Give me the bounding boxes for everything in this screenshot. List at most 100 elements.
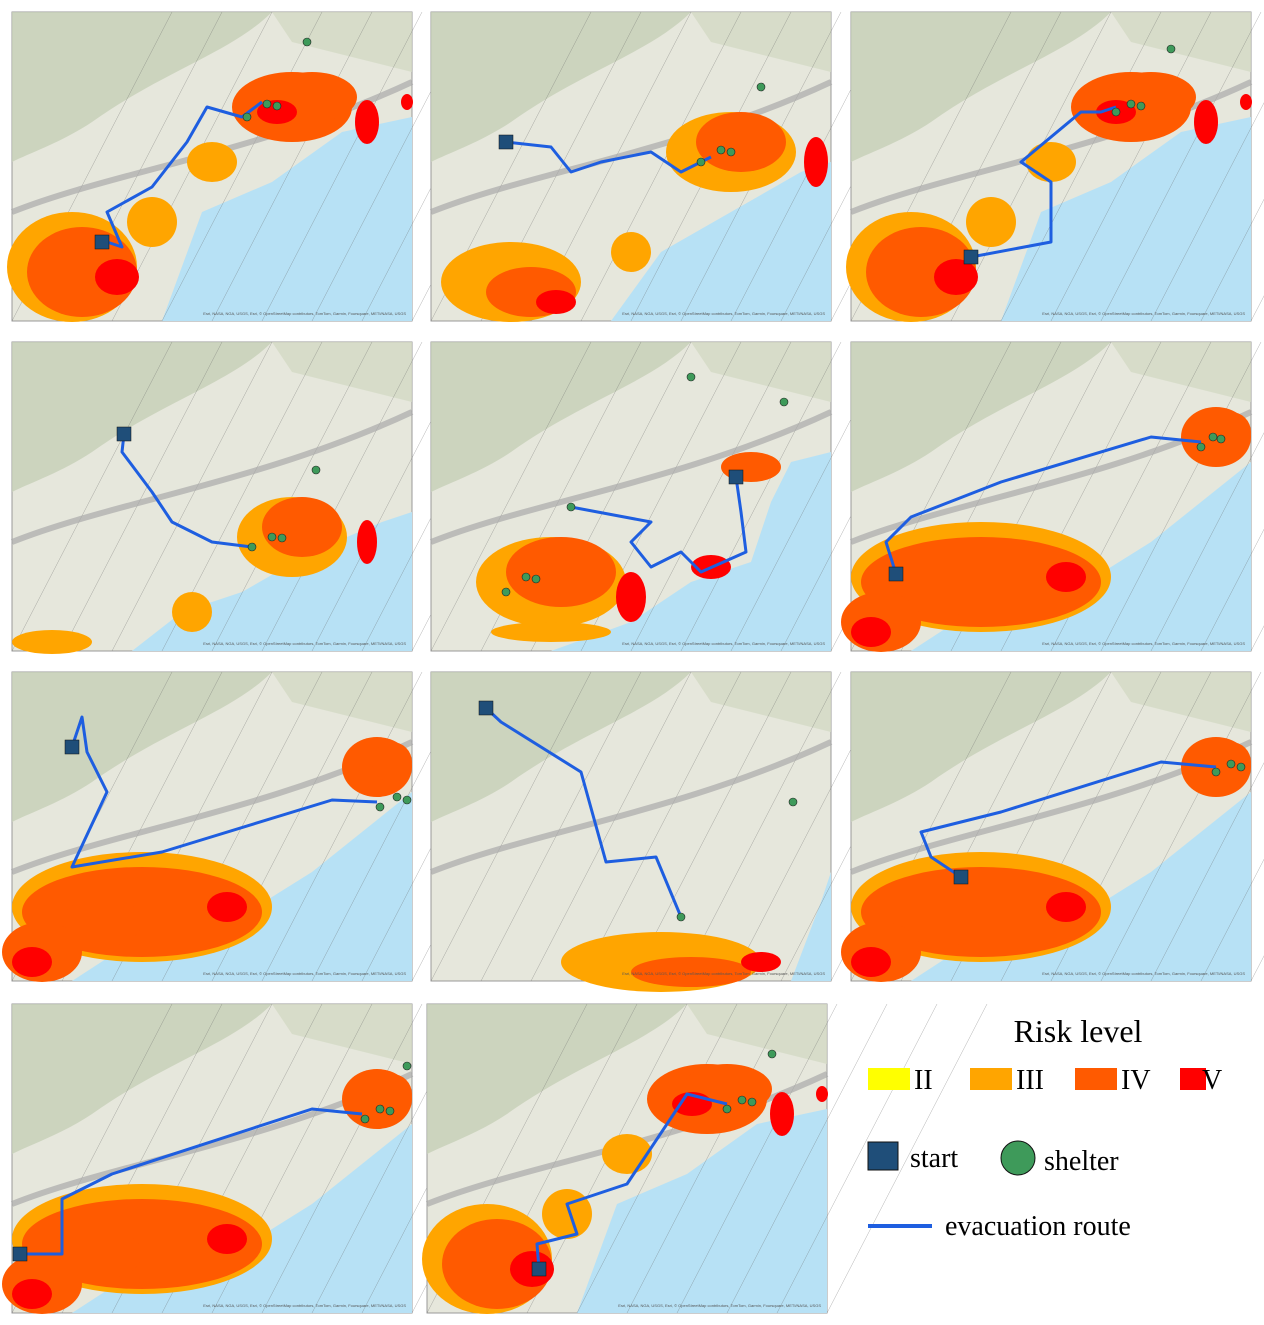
- shelter: [392, 792, 402, 802]
- map-panel: Esri, NASA, NGA, USGS, Esri, © OpenStree…: [7, 11, 573, 322]
- hills: [851, 12, 1111, 162]
- hills: [851, 672, 1111, 822]
- risk-zone: [127, 197, 177, 247]
- shelter: [566, 502, 576, 512]
- shelter-symbol: [1000, 1140, 1036, 1176]
- risk-zone: [401, 94, 413, 110]
- shelter: [531, 574, 541, 584]
- hills: [1111, 672, 1251, 732]
- road: [480, 671, 642, 982]
- sea: [577, 1109, 827, 1313]
- attribution: Esri, NASA, NGA, USGS, Esri, © OpenStree…: [1042, 311, 1245, 316]
- start: [64, 739, 80, 755]
- road: [1200, 528, 1264, 652]
- start-symbol: [867, 1141, 899, 1171]
- road: [776, 1003, 938, 1314]
- risk-zone: [12, 947, 52, 977]
- start: [478, 700, 494, 716]
- risk-zone: [1046, 562, 1086, 592]
- risk-zone: [262, 497, 342, 557]
- shelter: [1226, 759, 1236, 769]
- road: [61, 341, 223, 652]
- hills: [272, 672, 412, 732]
- start: [888, 566, 904, 582]
- evacuation-route: [884, 435, 1202, 575]
- risk-zone: [372, 1074, 412, 1114]
- shelter: [1208, 432, 1218, 442]
- risk-zone: [1026, 142, 1076, 182]
- map-panel: Esri, NASA, NGA, USGS, Esri, © OpenStree…: [2, 671, 573, 982]
- risk-zone: [1240, 94, 1252, 110]
- shelter: [1111, 107, 1121, 117]
- sea: [551, 452, 831, 651]
- evacuation-route: [970, 105, 1117, 259]
- risk-zone: [901, 567, 981, 617]
- road: [626, 1003, 788, 1314]
- shelter: [696, 157, 706, 167]
- shelter: [722, 1104, 732, 1114]
- shelter: [779, 397, 789, 407]
- risk-zone: [506, 537, 616, 607]
- shelter: [756, 82, 766, 92]
- shelter: [788, 797, 798, 807]
- hills: [427, 1004, 687, 1154]
- sea: [911, 462, 1251, 651]
- shelter: [402, 795, 412, 805]
- shelter-label: shelter: [1044, 1146, 1119, 1177]
- start: [953, 869, 969, 885]
- road: [211, 11, 373, 322]
- shelter: [267, 532, 277, 542]
- hills: [12, 1004, 272, 1154]
- road: [1000, 11, 1162, 322]
- shelter: [402, 1061, 412, 1071]
- shelter: [311, 465, 321, 475]
- risk-zone: [491, 622, 611, 642]
- risk-zone: [696, 112, 786, 172]
- risk-zone: [804, 137, 828, 187]
- risk-zone: [934, 259, 978, 295]
- shelter: [716, 145, 726, 155]
- hills: [691, 342, 831, 402]
- sea: [911, 792, 1251, 981]
- road: [1200, 198, 1264, 322]
- hills: [691, 672, 831, 732]
- shelter: [375, 802, 385, 812]
- risk-label: II: [914, 1065, 933, 1096]
- sea: [611, 162, 831, 321]
- risk-zone: [851, 947, 891, 977]
- road: [630, 341, 792, 652]
- start: [531, 1261, 547, 1277]
- shelter: [501, 587, 511, 597]
- risk-zone: [1211, 412, 1251, 452]
- risk-zone: [442, 1219, 552, 1309]
- risk-swatch: [1180, 1068, 1206, 1090]
- attribution: Esri, NASA, NGA, USGS, Esri, © OpenStree…: [203, 641, 406, 646]
- risk-zone: [851, 617, 891, 647]
- start: [498, 134, 514, 150]
- evacuation-route: [535, 1092, 728, 1270]
- shelter: [302, 37, 312, 47]
- shelter: [1236, 762, 1246, 772]
- road: [1150, 762, 1264, 982]
- risk-zone: [616, 572, 646, 622]
- map-panels: Esri, NASA, NGA, USGS, Esri, © OpenStree…: [2, 11, 1264, 1314]
- attribution: Esri, NASA, NGA, USGS, Esri, © OpenStree…: [622, 311, 825, 316]
- road: [1100, 11, 1262, 322]
- evacuation-route: [484, 706, 683, 918]
- attribution: Esri, NASA, NGA, USGS, Esri, © OpenStree…: [203, 971, 406, 976]
- attribution: Esri, NASA, NGA, USGS, Esri, © OpenStree…: [622, 641, 825, 646]
- hills: [851, 342, 1111, 492]
- road: [576, 1003, 738, 1314]
- risk-zone: [901, 897, 981, 947]
- road: [1200, 858, 1264, 982]
- shelter: [375, 1104, 385, 1114]
- sea: [1001, 117, 1251, 321]
- start: [94, 234, 110, 250]
- hills: [687, 1004, 827, 1064]
- sea: [72, 792, 412, 981]
- risk-label: III: [1016, 1065, 1044, 1096]
- hills: [12, 672, 272, 822]
- attribution: Esri, NASA, NGA, USGS, Esri, © OpenStree…: [1042, 641, 1245, 646]
